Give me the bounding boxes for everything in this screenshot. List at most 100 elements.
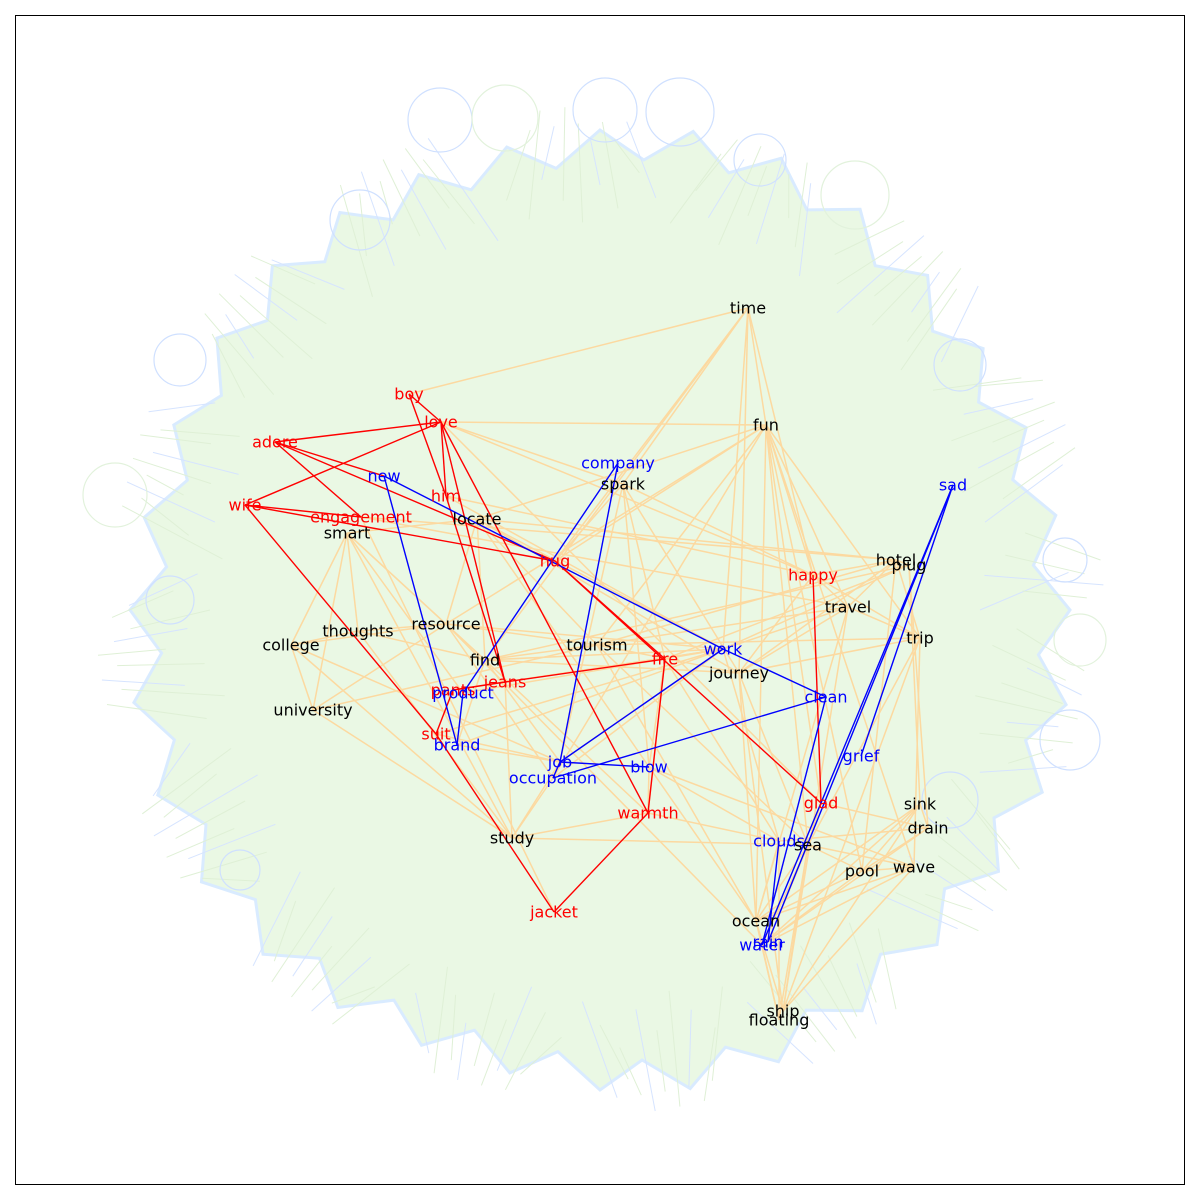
background-edge (669, 153, 722, 224)
background-edge (747, 166, 768, 216)
background-edge (908, 855, 994, 912)
background-edge (180, 851, 267, 879)
association-edges (290, 307, 929, 1021)
association-edge (761, 944, 780, 1021)
association-edge (908, 564, 929, 829)
background-edge (911, 271, 940, 313)
background-edge (160, 429, 240, 437)
background-edge (590, 139, 601, 186)
node-label-clouds: clouds (753, 832, 805, 851)
background-edge (148, 402, 216, 413)
association-edge (765, 424, 849, 608)
red-relation-edge (647, 658, 666, 814)
node-label-floating: floating (749, 1011, 810, 1030)
node-label-fun: fun (753, 416, 779, 435)
red-relation-edge (274, 441, 556, 562)
background-edge (255, 276, 327, 325)
node-label-him: him (431, 487, 461, 506)
background-edge (1002, 447, 1076, 500)
node-label-warmth: warmth (617, 804, 678, 823)
association-edge (738, 307, 749, 674)
association-edge (807, 844, 863, 872)
node-label-blow: blow (630, 758, 667, 777)
self-loop-edge (407, 87, 473, 153)
background-edge (626, 121, 657, 198)
node-label-locate: locate (453, 510, 502, 529)
blue-relation-edge (559, 462, 619, 763)
red-relation-edge (452, 681, 506, 691)
node-label-grief: grief (843, 747, 880, 766)
node-label-rain: rain (753, 933, 784, 952)
self-loop-edge (329, 189, 391, 251)
association-edge (484, 648, 724, 661)
background-edge (140, 434, 212, 445)
association-edge (722, 648, 780, 842)
background-edge (992, 419, 1045, 443)
background-edge (940, 285, 979, 363)
background-edge (613, 138, 640, 174)
background-edge (153, 774, 258, 837)
association-edge (456, 648, 724, 746)
background-edge (599, 1024, 629, 1080)
association-edge (440, 421, 767, 426)
background-edge (132, 457, 212, 485)
blue-relation-edge (456, 692, 464, 746)
node-label-jeans: jeans (483, 673, 527, 692)
association-edge (312, 644, 598, 711)
association-edge (622, 483, 740, 674)
node-label-love: love (424, 413, 458, 432)
background-edge (252, 871, 301, 967)
background-edge (201, 877, 260, 882)
node-label-wife: wife (228, 496, 261, 515)
node-label-brand: brand (434, 736, 481, 755)
red-relation-edge (440, 421, 447, 497)
association-edge (552, 648, 724, 779)
association-edge (622, 307, 749, 485)
background-edge (271, 259, 345, 290)
association-edge (346, 532, 447, 625)
association-edge (596, 606, 849, 646)
association-edge (807, 844, 915, 868)
node-label-time: time (730, 299, 766, 318)
association-edge (755, 844, 809, 922)
node-label-smart: smart (324, 524, 371, 543)
background-edge (541, 126, 555, 181)
association-edge (445, 495, 814, 576)
association-edge (476, 518, 486, 661)
background-edge (97, 648, 166, 656)
background-edge (218, 293, 284, 358)
node-label-product: product (432, 684, 494, 703)
background-edge (528, 110, 541, 220)
background-edge (331, 986, 375, 1004)
association-edge (456, 659, 486, 746)
association-edge (290, 644, 513, 839)
association-edge (664, 564, 910, 660)
blue-relation-edge (559, 648, 724, 763)
association-edge (747, 307, 767, 426)
background-edge (711, 986, 723, 1081)
association-edge (552, 424, 767, 779)
background-edge (866, 888, 958, 930)
red-relation-edge (812, 574, 822, 804)
background-edge (703, 1027, 716, 1102)
association-edge (755, 870, 863, 922)
blue-relation-edge (462, 462, 619, 694)
association-edge (484, 659, 649, 814)
background-edge (211, 333, 246, 398)
background-edge (937, 855, 987, 891)
background-edge (225, 314, 255, 359)
association-edge (812, 574, 849, 608)
blue-relation-edge (559, 761, 650, 768)
association-edge (290, 630, 359, 646)
self-loop-edge (82, 462, 148, 528)
background-edge (977, 424, 1066, 469)
background-edge (101, 679, 185, 686)
self-loop-edge (1042, 537, 1088, 583)
association-edge (761, 866, 915, 946)
association-edge (596, 637, 921, 646)
background-edge (204, 313, 275, 395)
node-label-company: company (581, 454, 655, 473)
background-edge (975, 695, 1078, 720)
red-relation-edge (408, 393, 442, 423)
background-edge (1005, 554, 1085, 575)
